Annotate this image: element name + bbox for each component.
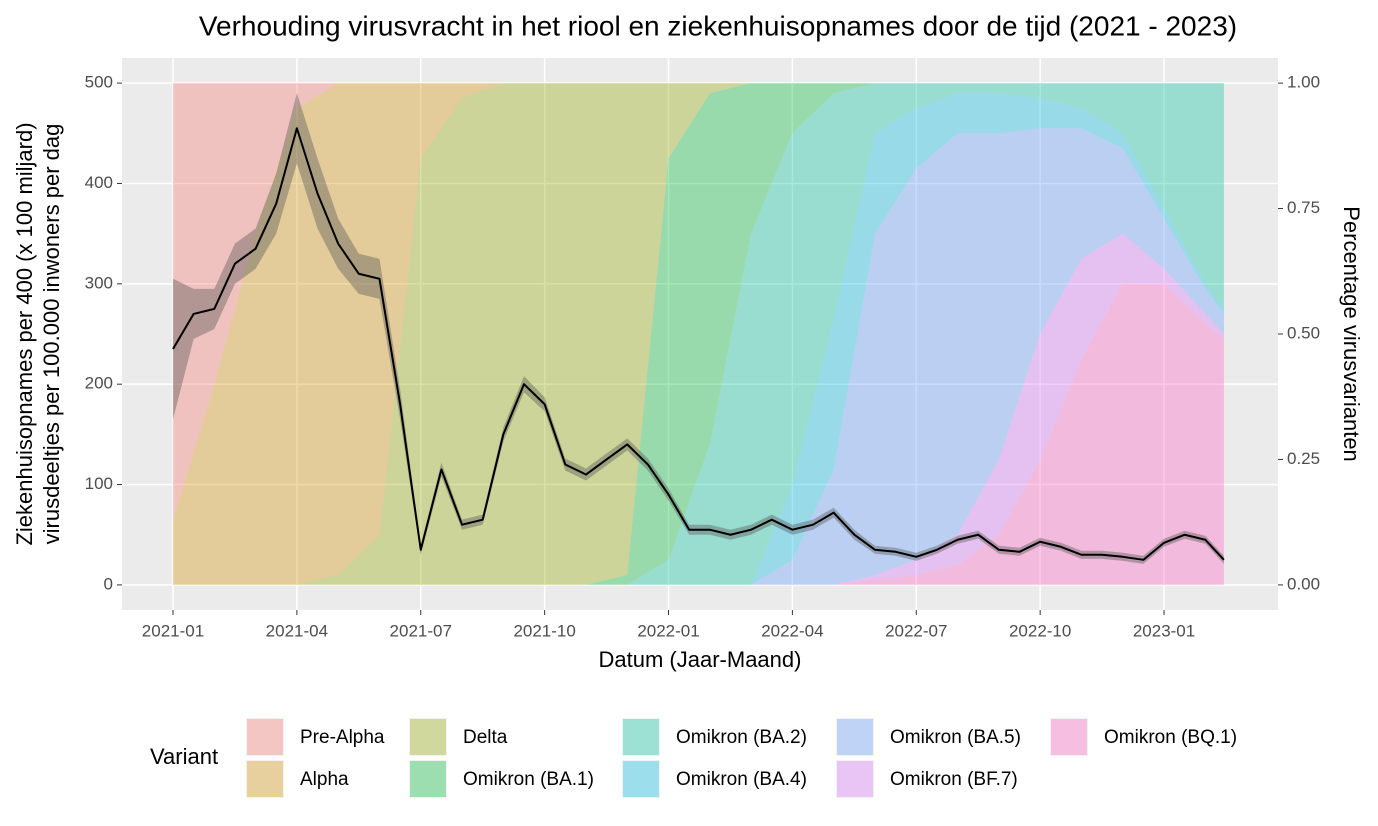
- x-tick-label: 2022-10: [1009, 621, 1071, 640]
- legend-key: [409, 718, 447, 756]
- legend-key: [246, 718, 284, 756]
- legend-swatch: [837, 761, 873, 797]
- variant-area: [172, 83, 1224, 585]
- legend-key: [836, 718, 874, 756]
- variant-area: [172, 83, 1224, 585]
- x-tick-label: 2021-04: [266, 621, 328, 640]
- legend-swatch: [247, 719, 283, 755]
- x-tick-label: 2021-10: [513, 621, 575, 640]
- areas: [172, 83, 1224, 585]
- lines: [172, 93, 1225, 564]
- variant-area: [172, 233, 1224, 585]
- y-axis-label: Ziekenhuisopnames per 400 (x 100 miljard…: [12, 122, 37, 545]
- legend-swatch: [247, 761, 283, 797]
- y-tick-label: 0: [104, 574, 113, 593]
- x-tick-label: 2022-04: [761, 621, 823, 640]
- y-tick-label: 500: [85, 73, 113, 92]
- legend-title: Variant: [150, 744, 218, 769]
- legend-label: Omikron (BA.2): [676, 727, 807, 748]
- legend-swatch: [410, 761, 446, 797]
- y2-tick-label: 0.50: [1287, 323, 1320, 342]
- line: [172, 127, 1225, 561]
- x-tick-label: 2022-07: [885, 621, 947, 640]
- legend-swatch: [623, 761, 659, 797]
- legend-label: Omikron (BA.5): [890, 727, 1021, 748]
- y-tick-label: 300: [85, 273, 113, 292]
- y2-tick-label: 0.25: [1287, 449, 1320, 468]
- chart-title: Verhouding virusvracht in het riool en z…: [199, 10, 1237, 41]
- legend-label: Delta: [463, 727, 508, 748]
- legend-key: [246, 760, 284, 798]
- y2-tick-label: 0.75: [1287, 198, 1320, 217]
- legend-label: Omikron (BF.7): [890, 769, 1018, 790]
- legend-swatch: [837, 719, 873, 755]
- legend-label: Alpha: [300, 769, 349, 790]
- legend-swatch: [1051, 719, 1087, 755]
- legend-label: Omikron (BA.1): [463, 769, 594, 790]
- x-tick-label: 2023-01: [1133, 621, 1195, 640]
- legend-key: [622, 760, 660, 798]
- legend: Pre-Alpha Alpha Delta Omikron (BA.1) Omikron…: [246, 718, 1237, 798]
- y2-tick-label: 1.00: [1287, 73, 1320, 92]
- legend-key: [1050, 718, 1088, 756]
- legend-swatch: [623, 719, 659, 755]
- x-tick-label: 2022-01: [637, 621, 699, 640]
- legend-label: Pre-Alpha: [300, 727, 385, 748]
- legend-label: Omikron (BQ.1): [1104, 727, 1237, 748]
- y-tick-label: 100: [85, 474, 113, 493]
- variant-area: [172, 283, 1224, 585]
- y2-axis-label: Percentage virusvarianten: [1339, 206, 1364, 462]
- variant-area: [172, 128, 1224, 585]
- x-tick-label: 2021-01: [142, 621, 204, 640]
- y2-tick-label: 0.00: [1287, 574, 1320, 593]
- variant-area: [172, 83, 1224, 520]
- x-tick-label: 2021-07: [390, 621, 452, 640]
- variant-area: [172, 83, 1224, 585]
- legend-key: [409, 760, 447, 798]
- x-axis-label: Datum (Jaar-Maand): [599, 647, 802, 672]
- grid: [122, 58, 1278, 610]
- y-tick-label: 400: [85, 173, 113, 192]
- variant-area: [172, 93, 1224, 585]
- legend-key: [622, 718, 660, 756]
- panel: [122, 58, 1278, 610]
- y-tick-label: 200: [85, 374, 113, 393]
- legend-key: [836, 760, 874, 798]
- y-axis-label: virusdeeltjes per 100.000 inwoners per d…: [39, 124, 64, 545]
- legend-label: Omikron (BA.4): [676, 769, 807, 790]
- variant-area: [172, 83, 1224, 585]
- legend-swatch: [410, 719, 446, 755]
